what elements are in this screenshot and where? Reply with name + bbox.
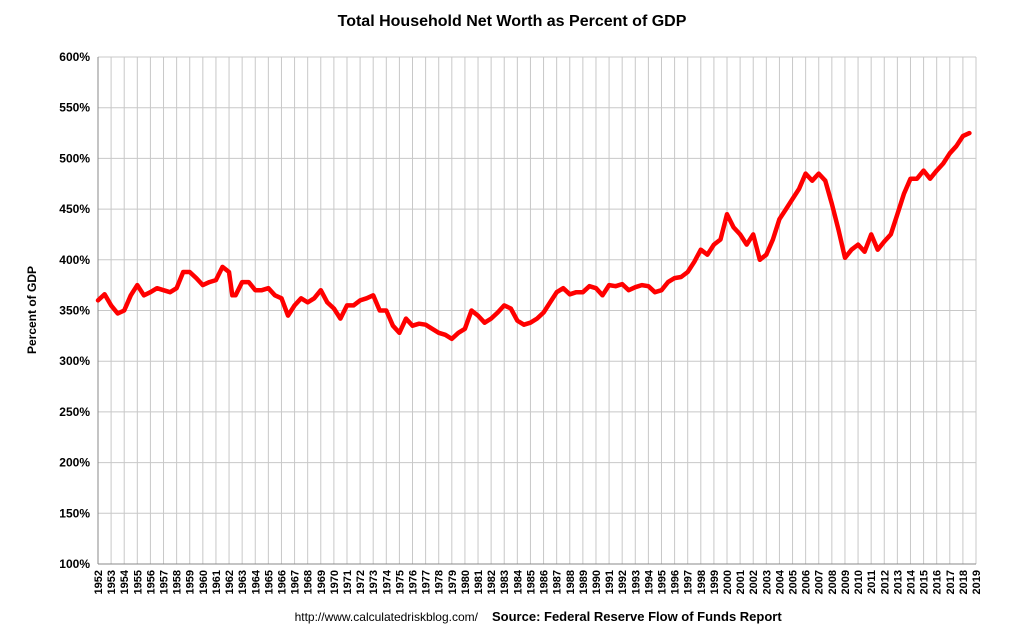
x-tick-label: 1999 [709, 570, 721, 594]
x-tick-label: 1954 [119, 569, 131, 594]
x-tick-label: 1996 [670, 570, 682, 594]
y-tick-label: 550% [59, 101, 90, 115]
x-tick-label: 1965 [263, 570, 275, 594]
x-tick-label: 2000 [722, 570, 734, 594]
x-tick-label: 2017 [945, 570, 957, 594]
x-tick-label: 1962 [224, 570, 236, 594]
x-tick-label: 1981 [473, 570, 485, 594]
x-tick-label: 1979 [447, 570, 459, 594]
x-tick-label: 1986 [539, 570, 551, 594]
x-tick-label: 2003 [761, 570, 773, 594]
x-tick-label: 1969 [316, 570, 328, 594]
x-tick-label: 2002 [748, 570, 760, 594]
x-tick-label: 2004 [774, 569, 786, 594]
x-tick-label: 1975 [394, 570, 406, 594]
x-tick-label: 1994 [643, 569, 655, 594]
x-tick-label: 1953 [106, 570, 118, 594]
y-axis-label: Percent of GDP [25, 266, 39, 354]
x-tick-label: 2015 [919, 570, 931, 594]
x-tick-label: 1978 [434, 570, 446, 594]
x-tick-label: 1991 [604, 570, 616, 594]
x-tick-label: 1964 [250, 569, 262, 594]
x-tick-label: 2011 [866, 570, 878, 594]
x-tick-label: 1963 [237, 570, 249, 594]
x-tick-label: 1970 [329, 570, 341, 594]
y-tick-label: 100% [59, 557, 90, 571]
x-tick-label: 2014 [905, 569, 917, 594]
x-tick-label: 1989 [578, 570, 590, 594]
x-tick-label: 2001 [735, 570, 747, 594]
x-tick-label: 1955 [132, 570, 144, 594]
x-tick-label: 2018 [958, 570, 970, 594]
x-tick-label: 1982 [486, 570, 498, 594]
x-tick-label: 1960 [198, 570, 210, 594]
y-tick-label: 200% [59, 456, 90, 470]
y-tick-label: 150% [59, 506, 90, 520]
y-tick-label: 600% [59, 50, 90, 64]
x-tick-label: 1957 [159, 570, 171, 594]
y-tick-label: 350% [59, 304, 90, 318]
x-tick-label: 1995 [656, 570, 668, 594]
x-tick-label: 2013 [892, 570, 904, 594]
x-tick-label: 1988 [565, 570, 577, 594]
x-tick-label: 1980 [460, 570, 472, 594]
x-tick-label: 1973 [368, 570, 380, 594]
x-tick-label: 2008 [827, 570, 839, 594]
source-note: Source: Federal Reserve Flow of Funds Re… [492, 609, 782, 624]
x-tick-label: 1972 [355, 570, 367, 594]
x-tick-label: 1977 [421, 570, 433, 594]
x-tick-label: 2006 [801, 570, 813, 594]
x-tick-label: 1997 [683, 570, 695, 594]
chart-title: Total Household Net Worth as Percent of … [338, 13, 687, 30]
x-tick-label: 2012 [879, 570, 891, 594]
x-tick-label: 2007 [814, 570, 826, 594]
x-tick-label: 1956 [145, 570, 157, 594]
x-tick-label: 1968 [303, 570, 315, 594]
y-tick-label: 450% [59, 202, 90, 216]
y-tick-label: 400% [59, 253, 90, 267]
x-tick-label: 1971 [342, 570, 354, 594]
x-tick-label: 1958 [172, 570, 184, 594]
y-tick-label: 250% [59, 405, 90, 419]
x-tick-label: 1990 [591, 570, 603, 594]
x-tick-label: 1987 [552, 570, 564, 594]
x-tick-label: 1974 [381, 569, 393, 594]
x-tick-label: 1984 [512, 569, 524, 594]
x-tick-label: 1961 [211, 570, 223, 594]
x-tick-label: 1983 [499, 570, 511, 594]
y-tick-label: 300% [59, 354, 90, 368]
x-tick-label: 2010 [853, 570, 865, 594]
x-tick-label: 1959 [185, 570, 197, 594]
x-tick-label: 1976 [408, 570, 420, 594]
x-tick-label: 1966 [276, 570, 288, 594]
y-tick-label: 500% [59, 151, 90, 165]
x-tick-label: 1952 [93, 570, 105, 594]
x-tick-label: 2005 [788, 570, 800, 594]
x-tick-label: 1967 [290, 570, 302, 594]
x-tick-label: 2019 [971, 570, 983, 594]
data-line [95, 130, 972, 342]
x-tick-label: 2016 [932, 570, 944, 594]
x-tick-label: 2009 [840, 570, 852, 594]
x-tick-label: 1992 [617, 570, 629, 594]
x-tick-label: 1998 [696, 570, 708, 594]
x-tick-label: 1985 [525, 570, 537, 594]
source-url: http://www.calculatedriskblog.com/ [295, 610, 479, 624]
x-tick-label: 1993 [630, 570, 642, 594]
